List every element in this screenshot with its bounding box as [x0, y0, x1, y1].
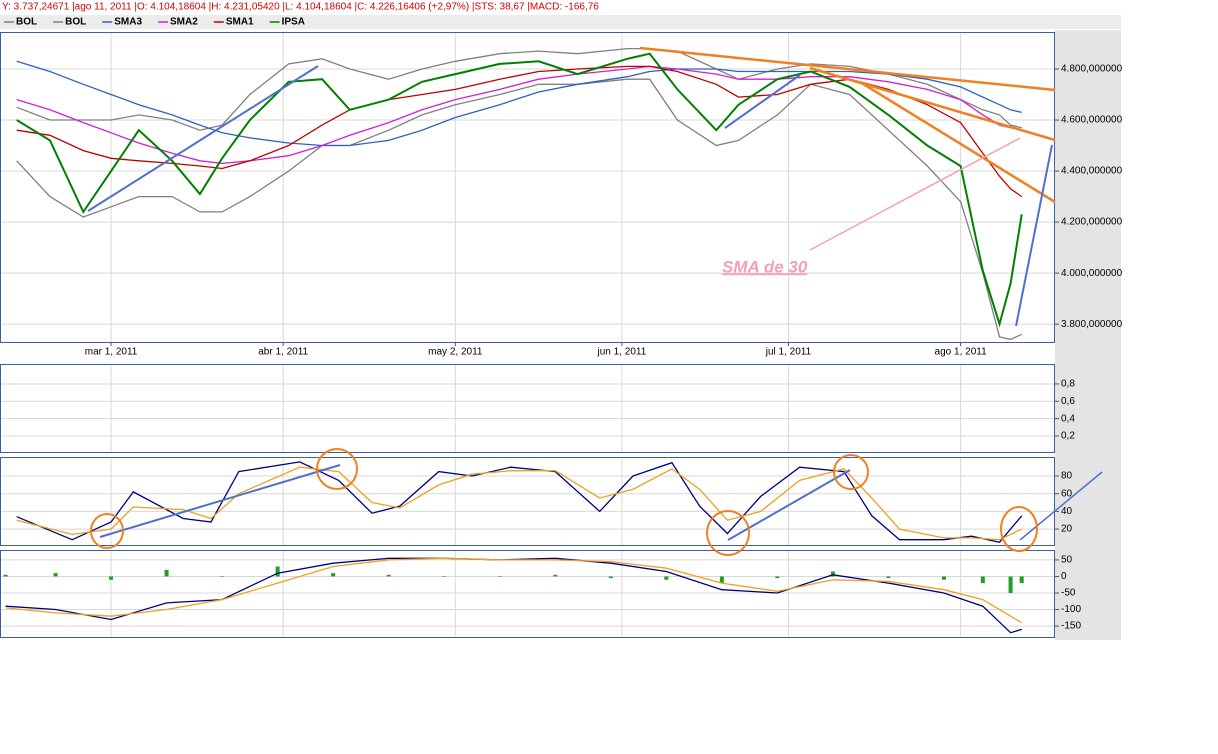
legend-label: SMA3 [114, 17, 142, 28]
y-tick-label: 4.200,000000 [1061, 217, 1123, 228]
y-tick-label: 40 [1061, 506, 1073, 517]
histogram-bar [553, 574, 558, 577]
series-line [5, 557, 1022, 634]
x-tick-label: jun 1, 2011 [597, 347, 647, 358]
histogram-bar [830, 571, 835, 577]
legend: BOL BOL SMA3 SMA2 SMA1 IPSA [4, 17, 305, 28]
x-tick-label: ago 1, 2011 [935, 347, 988, 358]
annotations: SMA de 30 [87, 46, 1103, 556]
histogram-bar [220, 576, 225, 577]
series-line [16, 65, 1022, 165]
histogram-bar [331, 573, 336, 577]
series-line [16, 466, 1022, 541]
panel: -150 -100 -50 0 50 [0, 550, 1081, 638]
legend-label: BOL [16, 17, 37, 28]
panel: 20 40 60 80 [0, 457, 1073, 546]
histogram-bar [980, 576, 985, 584]
y-tick-label: 4.800,000000 [1061, 64, 1123, 75]
legend-label: IPSA [282, 17, 305, 28]
histogram-bar [164, 569, 169, 577]
histogram-bar [275, 566, 280, 577]
trend-line [639, 46, 1056, 92]
y-tick-label: 20 [1061, 524, 1073, 535]
legend-bar [0, 15, 1121, 29]
series-line [5, 557, 1023, 624]
plots: mar 1, 2011 abr 1, 2011 may 2, 2011 jun 1, … [0, 32, 1123, 638]
histogram-bar [775, 576, 780, 579]
histogram-bar [3, 574, 8, 577]
y-tick-label: -150 [1061, 621, 1081, 632]
trend-line [87, 65, 319, 212]
y-tick-label: 0 [1061, 571, 1067, 582]
plot-area [0, 550, 1055, 638]
status-line: Y: 3.737,24671 |ago 11, 2011 |O: 4.104,1… [2, 2, 599, 13]
plot-area [0, 32, 1055, 343]
histogram-bar [497, 576, 502, 577]
series-line [16, 47, 1022, 131]
annotation: SMA de 30 [722, 257, 808, 276]
trend-line [859, 80, 1056, 204]
trend-line [99, 464, 341, 538]
histogram-bar [886, 576, 891, 579]
trend-line [809, 66, 1056, 142]
y-tick-label: 4.600,000000 [1061, 115, 1123, 126]
y-tick-label: 4.000,000000 [1061, 268, 1123, 279]
highlight-circle [1000, 506, 1038, 552]
panel: mar 1, 2011 abr 1, 2011 may 2, 2011 jun 1, … [0, 32, 1123, 358]
y-tick-label: -100 [1061, 604, 1081, 615]
histogram-bar [109, 576, 114, 580]
series-line [16, 60, 1022, 147]
histogram-bar [442, 576, 447, 577]
series-line [16, 78, 1022, 341]
y-tick-label: 50 [1061, 555, 1073, 566]
histogram-bar [941, 576, 946, 580]
trend-line [1019, 471, 1103, 541]
y-tick-label: 3.800,000000 [1061, 319, 1123, 330]
arrow-line [809, 137, 1021, 251]
highlight-circle [833, 454, 869, 490]
histogram-bar [719, 576, 724, 584]
y-tick-label: 80 [1061, 471, 1073, 482]
histogram-bar [53, 573, 58, 577]
y-tick-label: 0,8 [1061, 379, 1075, 390]
x-tick-label: abr 1, 2011 [258, 347, 308, 358]
histogram-bar [664, 576, 669, 580]
highlight-circle [316, 448, 358, 490]
y-tick-label: 4.400,000000 [1061, 166, 1123, 177]
histogram-bar [608, 576, 613, 579]
x-tick-label: jul 1, 2011 [765, 347, 812, 358]
y-tick-label: 0,2 [1061, 431, 1075, 442]
highlight-circle [90, 513, 124, 549]
y-tick-label: 0,4 [1061, 413, 1075, 424]
legend-label: BOL [65, 17, 86, 28]
y-tick-label: -50 [1061, 588, 1076, 599]
x-tick-label: mar 1, 2011 [85, 347, 138, 358]
legend-label: SMA2 [170, 17, 198, 28]
trend-line [1015, 144, 1053, 327]
highlight-circle [706, 510, 750, 556]
histogram-bar [386, 574, 391, 577]
y-tick-label: 60 [1061, 488, 1073, 499]
plot-area [0, 457, 1055, 546]
legend-label: SMA1 [226, 17, 254, 28]
axis-strip [1055, 30, 1121, 640]
histogram-bar [1008, 576, 1013, 594]
series-line [16, 461, 1023, 544]
plot-area [0, 364, 1055, 453]
series-line [16, 52, 1023, 328]
histogram-bar [1019, 576, 1024, 584]
trend-line [724, 74, 801, 129]
x-tick-label: may 2, 2011 [428, 347, 483, 358]
panel: 0,2 0,4 0,6 0,8 [0, 364, 1075, 453]
y-tick-label: 0,6 [1061, 396, 1075, 407]
